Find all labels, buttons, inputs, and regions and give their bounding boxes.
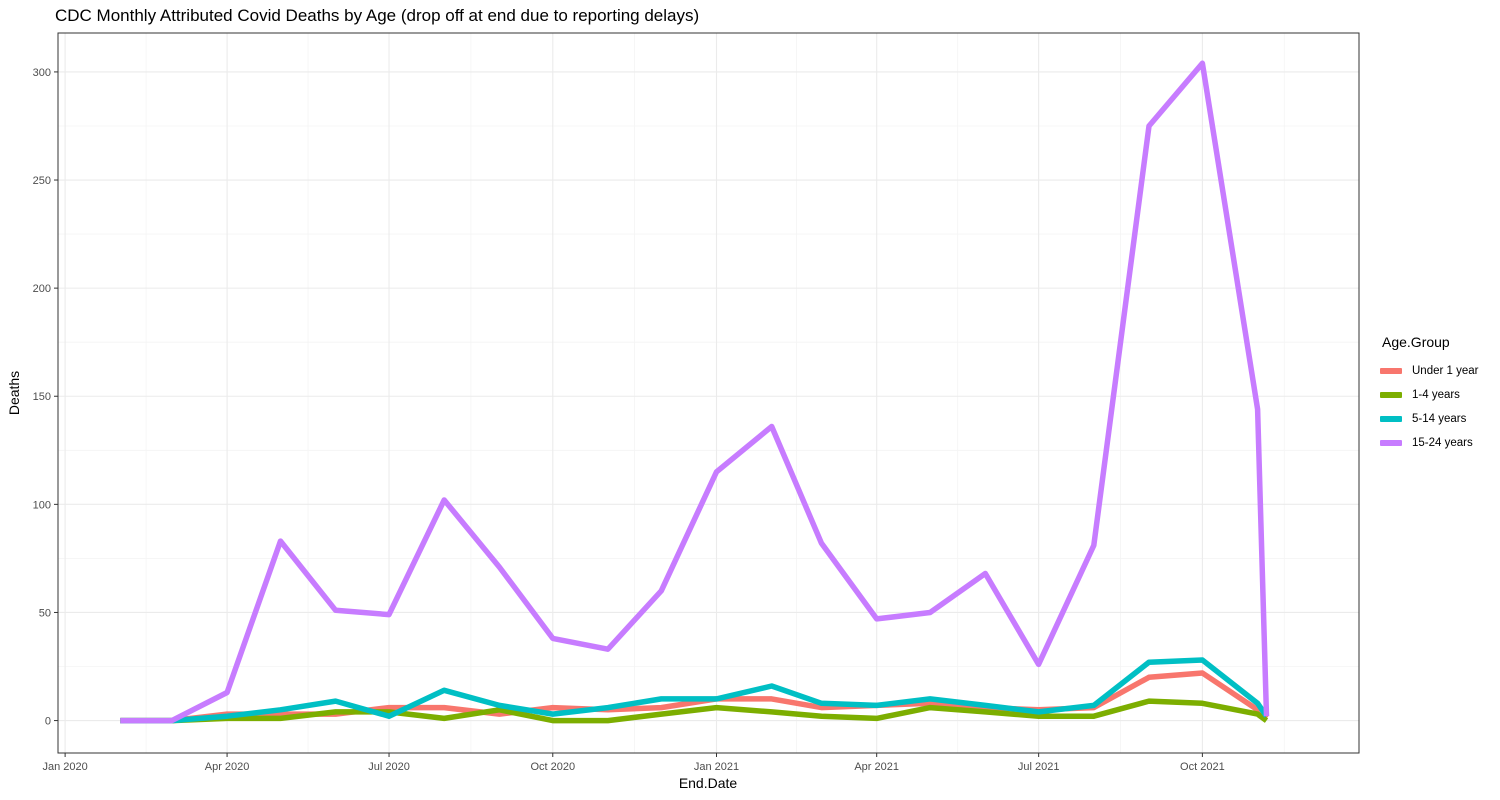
y-tick-label: 150	[33, 391, 51, 403]
series-line-1-4-years	[120, 698, 1269, 724]
x-tick-label: Apr 2020	[205, 761, 250, 773]
legend-key	[1380, 416, 1402, 422]
chart-title: CDC Monthly Attributed Covid Deaths by A…	[55, 6, 700, 25]
y-tick-label: 0	[45, 716, 51, 728]
y-tick-label: 300	[33, 67, 51, 79]
legend-key	[1380, 368, 1402, 374]
major-gridlines	[58, 33, 1359, 753]
y-tick-label: 250	[33, 175, 51, 187]
y-tick-label: 50	[39, 607, 51, 619]
x-tick-label: Jul 2020	[368, 761, 410, 773]
x-tick-label: Jan 2021	[694, 761, 739, 773]
x-axis: Jan 2020 Apr 2020 Jul 2020 Oct 2020 Jan 2021…	[42, 753, 1225, 773]
y-axis: 0 50 100 150 200 250 300	[33, 67, 58, 728]
legend-item-under-1-year: Under 1 year	[1380, 359, 1494, 383]
legend-label: 5-14 years	[1412, 413, 1467, 425]
legend-label: 1-4 years	[1412, 389, 1460, 401]
legend-key	[1380, 440, 1402, 446]
x-tick-label: Oct 2021	[1180, 761, 1225, 773]
x-axis-title: End.Date	[679, 775, 738, 791]
x-tick-label: Apr 2021	[854, 761, 899, 773]
minor-gridlines	[58, 33, 1359, 753]
x-tick-label: Jul 2021	[1018, 761, 1060, 773]
legend: Age.Group Under 1 year 1-4 years 5-14 year…	[1380, 334, 1494, 455]
y-tick-label: 200	[33, 283, 51, 295]
legend-items: Under 1 year 1-4 years 5-14 years 15-24 yea…	[1380, 359, 1494, 455]
series-line-15-24-years	[120, 60, 1270, 724]
panel-border	[57, 32, 1360, 754]
x-tick-label: Jan 2020	[42, 761, 87, 773]
legend-item-15-24-years: 15-24 years	[1380, 431, 1494, 455]
legend-title: Age.Group	[1382, 334, 1450, 350]
x-tick-label: Oct 2020	[530, 761, 575, 773]
panel-background	[58, 33, 1359, 753]
legend-key	[1380, 392, 1402, 398]
legend-label: 15-24 years	[1412, 437, 1473, 449]
series-line-5-14-years	[120, 657, 1269, 724]
y-tick-label: 100	[33, 499, 51, 511]
legend-item-1-4-years: 1-4 years	[1380, 383, 1494, 407]
y-axis-title: Deaths	[6, 371, 22, 415]
series-lines	[120, 60, 1270, 724]
legend-item-5-14-years: 5-14 years	[1380, 407, 1494, 431]
legend-label: Under 1 year	[1412, 365, 1479, 377]
